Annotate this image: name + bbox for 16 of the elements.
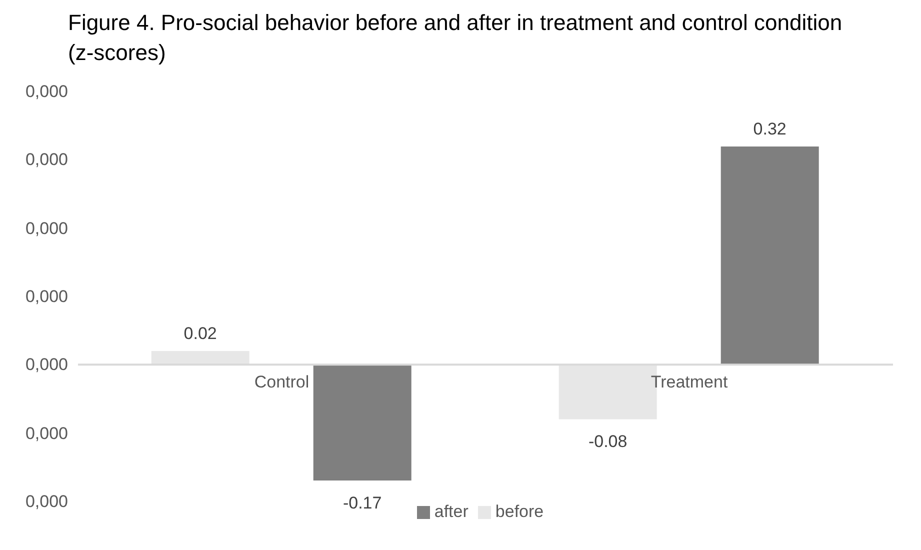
text: 0,000 xyxy=(24,149,68,172)
data-label: 0.02 xyxy=(184,324,217,344)
chart-title: Figure 4. Pro-social behavior before and after in treatment and control condition (z-scores) xyxy=(67,9,844,67)
data-label: -0.17 xyxy=(342,494,382,513)
text: 0,000 xyxy=(24,491,68,513)
text: 0,000 xyxy=(24,81,68,103)
x-tick-label: Treatment xyxy=(650,372,728,392)
text: 0,000 xyxy=(24,218,68,240)
data-label: -0.08 xyxy=(588,432,628,452)
x-tick-label: Control xyxy=(254,372,310,392)
text: 0,000 xyxy=(24,286,68,308)
legend-label: after xyxy=(434,502,468,521)
data-label: 0.32 xyxy=(753,120,786,139)
legend-label: before xyxy=(495,502,544,521)
text: 0,000 xyxy=(24,354,68,376)
text: 0,000 xyxy=(24,422,68,445)
